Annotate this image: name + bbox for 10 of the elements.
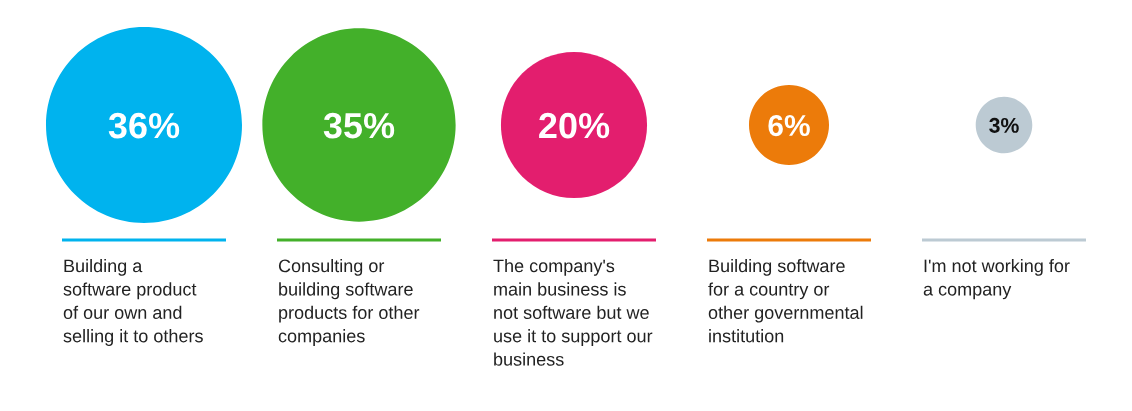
data-label: 35%: [323, 112, 395, 139]
data-label: 36%: [108, 112, 180, 139]
data-label: 3%: [989, 117, 1019, 133]
category-label: The company's main business is not software but we use it to support our business: [493, 259, 653, 366]
category-label: Building a software product of our own and selling it to others: [63, 259, 203, 346]
category-label: Consulting or building software products for other companies: [278, 259, 420, 346]
data-label: 6%: [768, 114, 810, 137]
category-label: Building software for a country or other governmental institution: [708, 259, 863, 343]
category-label: I'm not working for a company: [923, 259, 1070, 300]
data-label: 20%: [539, 112, 610, 139]
